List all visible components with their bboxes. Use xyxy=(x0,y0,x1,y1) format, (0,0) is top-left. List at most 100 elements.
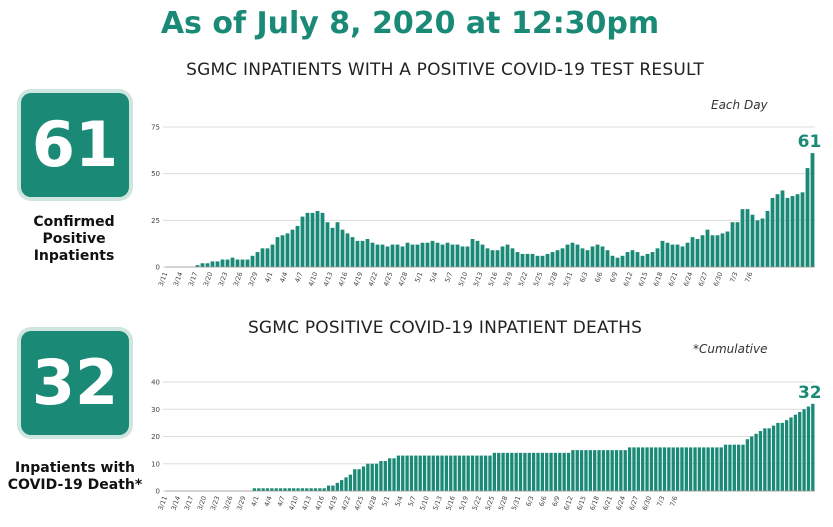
deaths-bar xyxy=(540,452,545,491)
deaths-chart-note: *Cumulative xyxy=(693,342,768,356)
deaths-bar xyxy=(435,455,440,491)
inpatients-x-tick-label: 5/13 xyxy=(472,271,485,287)
deaths-bar xyxy=(728,444,732,491)
deaths-bar xyxy=(619,450,623,491)
deaths-bar xyxy=(405,455,409,491)
inpatients-x-tick-label: 4/16 xyxy=(337,271,350,287)
deaths-bar xyxy=(462,455,466,491)
inpatients-x-tick-label: 6/6 xyxy=(593,271,604,284)
deaths-bar xyxy=(566,452,571,491)
deaths-x-tick-label: 6/6 xyxy=(537,495,548,508)
inpatients-bar xyxy=(295,225,300,267)
deaths-bar xyxy=(553,452,558,491)
inpatients-bar xyxy=(240,259,245,267)
deaths-bar xyxy=(527,452,531,491)
inpatients-bar xyxy=(570,242,575,267)
inpatients-bar xyxy=(555,250,560,267)
deaths-bar xyxy=(671,447,675,491)
inpatients-bar xyxy=(670,244,675,267)
inpatients-chart-title: SGMC INPATIENTS WITH A POSITIVE COVID-19… xyxy=(186,60,704,80)
inpatients-bar xyxy=(695,239,700,267)
inpatients-bar xyxy=(565,244,570,267)
inpatients-bar xyxy=(420,242,425,267)
deaths-bar xyxy=(798,411,802,491)
deaths-bar xyxy=(353,469,357,491)
deaths-x-tick-label: 5/4 xyxy=(394,495,405,508)
deaths-bar xyxy=(531,452,536,491)
deaths-y-tick-label: 0 xyxy=(156,488,160,496)
inpatients-x-tick-label: 3/26 xyxy=(232,271,245,287)
deaths-bar xyxy=(383,461,387,491)
inpatients-bar xyxy=(230,257,235,267)
deaths-x-tick-label: 6/3 xyxy=(524,495,535,508)
inpatients-bar xyxy=(745,209,750,267)
deaths-y-tick-label: 20 xyxy=(151,433,160,441)
deaths-x-tick-label: 6/24 xyxy=(615,495,628,511)
inpatients-x-tick-label: 5/16 xyxy=(487,271,500,287)
deaths-bar xyxy=(649,447,654,491)
inpatients-bar xyxy=(290,229,295,267)
inpatients-bar xyxy=(515,252,520,267)
inpatients-x-tick-label: 4/10 xyxy=(307,271,320,287)
deaths-bar xyxy=(784,420,789,491)
deaths-bar xyxy=(732,444,736,491)
deaths-bar xyxy=(662,447,667,491)
deaths-x-tick-label: 5/22 xyxy=(471,495,484,511)
inpatients-bar xyxy=(310,212,315,267)
deaths-bar xyxy=(745,439,750,491)
inpatients-x-tick-label: 4/22 xyxy=(367,271,380,287)
inpatients-x-tick-label: 5/28 xyxy=(547,271,560,287)
deaths-bar xyxy=(593,450,597,491)
inpatients-bar xyxy=(470,239,475,267)
inpatients-bar xyxy=(605,250,610,267)
inpatients-bar xyxy=(775,194,780,267)
inpatients-bar xyxy=(305,212,310,267)
inpatients-bar xyxy=(275,237,280,267)
inpatients-bar xyxy=(435,242,440,267)
deaths-bar xyxy=(300,488,305,491)
deaths-bar xyxy=(549,452,553,491)
deaths-bar xyxy=(545,452,549,491)
deaths-bar xyxy=(737,444,741,491)
deaths-bar xyxy=(706,447,710,491)
deaths-bar xyxy=(318,488,322,491)
deaths-bar xyxy=(514,452,518,491)
deaths-bar xyxy=(680,447,684,491)
inpatients-x-tick-label: 5/22 xyxy=(517,271,530,287)
deaths-bar xyxy=(488,455,492,491)
inpatients-x-tick-label: 7/6 xyxy=(743,271,754,284)
deaths-x-tick-label: 6/9 xyxy=(551,495,562,508)
inpatients-bar xyxy=(630,250,635,267)
deaths-y-tick-label: 10 xyxy=(151,460,160,468)
inpatients-bar xyxy=(320,212,325,267)
inpatients-bar xyxy=(450,244,455,267)
deaths-bar xyxy=(518,452,523,491)
deaths-bar xyxy=(789,417,793,491)
inpatients-bar xyxy=(740,209,745,267)
deaths-bar xyxy=(431,455,435,491)
deaths-bar xyxy=(453,455,457,491)
inpatients-x-tick-label: 4/25 xyxy=(382,271,395,287)
inpatients-bar xyxy=(485,248,490,267)
deaths-bar xyxy=(802,409,806,491)
deaths-x-tick-label: 3/17 xyxy=(183,495,196,511)
deaths-bar xyxy=(771,425,776,491)
inpatients-bar xyxy=(785,197,790,267)
inpatients-x-tick-label: 5/1 xyxy=(413,271,424,284)
deaths-bar xyxy=(274,488,278,491)
deaths-bar xyxy=(610,450,614,491)
deaths-x-tick-label: 4/13 xyxy=(301,495,314,511)
deaths-bar xyxy=(427,455,431,491)
deaths-x-tick-label: 7/6 xyxy=(668,495,679,508)
inpatients-x-tick-label: 4/13 xyxy=(322,271,335,287)
inpatients-bar xyxy=(370,242,375,267)
inpatients-y-tick-label: 0 xyxy=(156,264,160,272)
deaths-x-tick-label: 3/20 xyxy=(196,495,209,511)
deaths-bar xyxy=(374,463,379,491)
inpatients-bar xyxy=(770,197,775,267)
deaths-bar xyxy=(645,447,649,491)
inpatients-x-tick-label: 5/31 xyxy=(562,271,575,287)
inpatients-x-tick-label: 4/4 xyxy=(278,271,289,284)
deaths-bar xyxy=(475,455,479,491)
